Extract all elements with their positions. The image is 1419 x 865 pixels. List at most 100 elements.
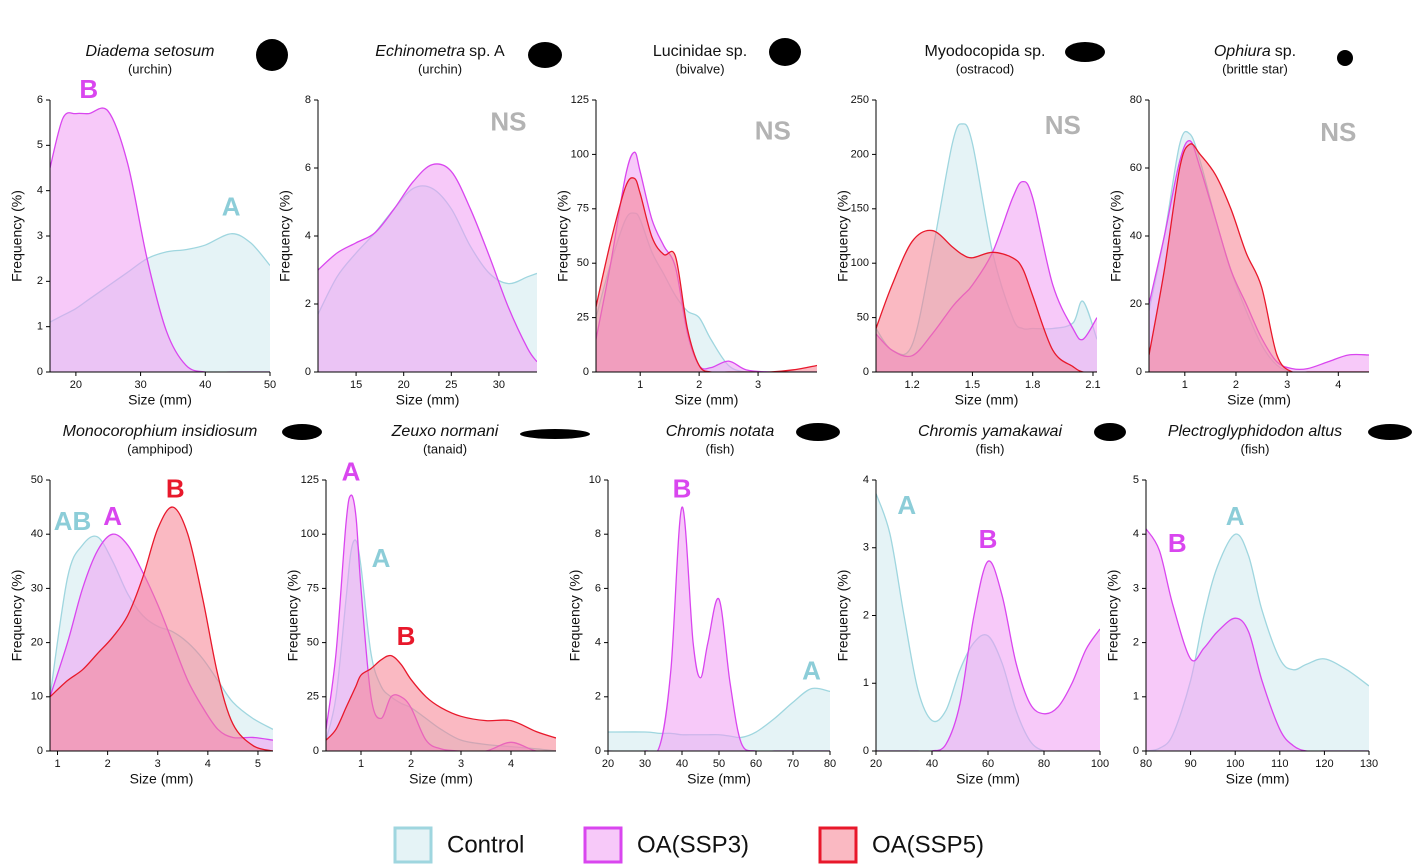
areas <box>1146 529 1369 752</box>
panel-subtitle: (amphipod) <box>127 441 193 456</box>
x-tick-label: 60 <box>982 758 994 770</box>
legend-swatch <box>585 828 621 862</box>
y-tick-label: 3 <box>863 542 869 554</box>
areas <box>50 507 273 751</box>
y-axis-label: Frequency (%) <box>277 190 293 282</box>
y-axis-label: Frequency (%) <box>1108 190 1124 282</box>
y-tick-label: 6 <box>595 582 601 594</box>
x-tick-label: 25 <box>445 379 457 391</box>
panel: Chromis yamakawai(fish)0123420406080100S… <box>835 423 1109 786</box>
y-axis-label: Frequency (%) <box>1105 570 1121 662</box>
panel-subtitle: (fish) <box>706 441 735 456</box>
panel: Monocorophium insidiosum(amphipod)010203… <box>9 423 273 786</box>
significance-letter: A <box>222 192 241 222</box>
y-tick-label: 2 <box>1133 637 1139 649</box>
y-tick-label: 40 <box>31 528 43 540</box>
x-tick-label: 2 <box>105 758 111 770</box>
panel: Myodocopida sp.(ostracod)050100150200250… <box>835 43 1101 407</box>
panel-title: Plectroglyphidodon altus <box>1168 423 1342 440</box>
x-tick-label: 20 <box>870 758 882 770</box>
x-tick-label: 4 <box>205 758 211 770</box>
y-tick-label: 0 <box>305 366 311 378</box>
x-tick-label: 3 <box>155 758 161 770</box>
x-tick-label: 90 <box>1184 758 1196 770</box>
x-tick-label: 120 <box>1315 758 1333 770</box>
y-tick-label: 0 <box>863 745 869 757</box>
x-axis-label: Size (mm) <box>955 392 1019 408</box>
legend-item: Control <box>395 828 524 862</box>
y-tick-label: 125 <box>301 474 319 486</box>
significance-letter: A <box>342 456 361 486</box>
title-part: Monocorophium insidiosum <box>63 423 258 440</box>
y-tick-label: 0 <box>37 366 43 378</box>
areas <box>50 108 270 372</box>
y-tick-label: 2 <box>863 609 869 621</box>
x-tick-label: 1 <box>358 758 364 770</box>
significance-letter: NS <box>755 116 791 146</box>
y-axis-label: Frequency (%) <box>285 570 301 662</box>
x-axis-label: Size (mm) <box>130 771 194 787</box>
y-tick-label: 60 <box>1130 162 1142 174</box>
x-tick-label: 4 <box>1335 379 1341 391</box>
y-tick-label: 80 <box>1130 94 1142 106</box>
areas <box>1149 131 1369 373</box>
areas <box>608 507 830 753</box>
urchin-icon <box>528 42 562 68</box>
fish-icon <box>1368 424 1412 440</box>
x-tick-label: 30 <box>493 379 505 391</box>
y-tick-label: 25 <box>307 691 319 703</box>
x-tick-label: 3 <box>1284 379 1290 391</box>
significance-letter: B <box>1168 528 1187 558</box>
y-tick-label: 50 <box>577 257 589 269</box>
y-axis-label: Frequency (%) <box>9 190 25 282</box>
y-tick-label: 1 <box>37 321 43 333</box>
x-tick-label: 3 <box>755 379 761 391</box>
significance-letter: B <box>673 474 692 504</box>
areas <box>326 495 556 752</box>
panel-title: Chromis yamakawai <box>918 423 1062 440</box>
y-tick-label: 20 <box>1130 298 1142 310</box>
figure: Diadema setosum(urchin)012345620304050Si… <box>0 0 1419 865</box>
panel: Zeuxo normani(tanaid)02550751001251234Si… <box>285 423 556 786</box>
y-axis-label: Frequency (%) <box>835 190 851 282</box>
significance-letter: A <box>1226 501 1245 531</box>
panel-title: Monocorophium insidiosum <box>63 423 258 440</box>
y-tick-label: 4 <box>305 230 311 242</box>
y-tick-label: 150 <box>851 203 869 215</box>
y-tick-label: 10 <box>31 691 43 703</box>
y-tick-label: 4 <box>37 185 43 197</box>
y-tick-label: 4 <box>1133 528 1139 540</box>
x-tick-label: 100 <box>1091 758 1109 770</box>
y-tick-label: 125 <box>571 94 589 106</box>
title-part: Zeuxo normani <box>391 423 499 440</box>
y-tick-label: 50 <box>857 312 869 324</box>
y-tick-label: 0 <box>37 745 43 757</box>
x-tick-label: 20 <box>602 758 614 770</box>
x-tick-label: 100 <box>1226 758 1244 770</box>
x-axis-label: Size (mm) <box>396 392 460 408</box>
panel-subtitle: (brittle star) <box>1222 61 1288 76</box>
panel: Chromis notata(fish)02468102030405060708… <box>567 423 836 786</box>
fish-icon <box>1094 423 1126 441</box>
x-axis-label: Size (mm) <box>409 771 473 787</box>
title-part: sp. A <box>469 43 505 60</box>
y-tick-label: 100 <box>851 257 869 269</box>
x-tick-label: 3 <box>458 758 464 770</box>
significance-letter: NS <box>1045 110 1081 140</box>
y-tick-label: 4 <box>595 637 601 649</box>
y-axis-label: Frequency (%) <box>9 570 25 662</box>
x-tick-label: 1 <box>637 379 643 391</box>
x-axis-label: Size (mm) <box>956 771 1020 787</box>
y-tick-label: 3 <box>1133 582 1139 594</box>
x-axis-label: Size (mm) <box>128 392 192 408</box>
panel-subtitle: (urchin) <box>128 61 172 76</box>
panel-title: Myodocopida sp. <box>925 43 1046 60</box>
y-tick-label: 50 <box>307 637 319 649</box>
x-tick-label: 50 <box>264 379 276 391</box>
y-tick-label: 6 <box>305 162 311 174</box>
y-tick-label: 3 <box>37 230 43 242</box>
panel-subtitle: (tanaid) <box>423 441 467 456</box>
x-tick-label: 80 <box>824 758 836 770</box>
